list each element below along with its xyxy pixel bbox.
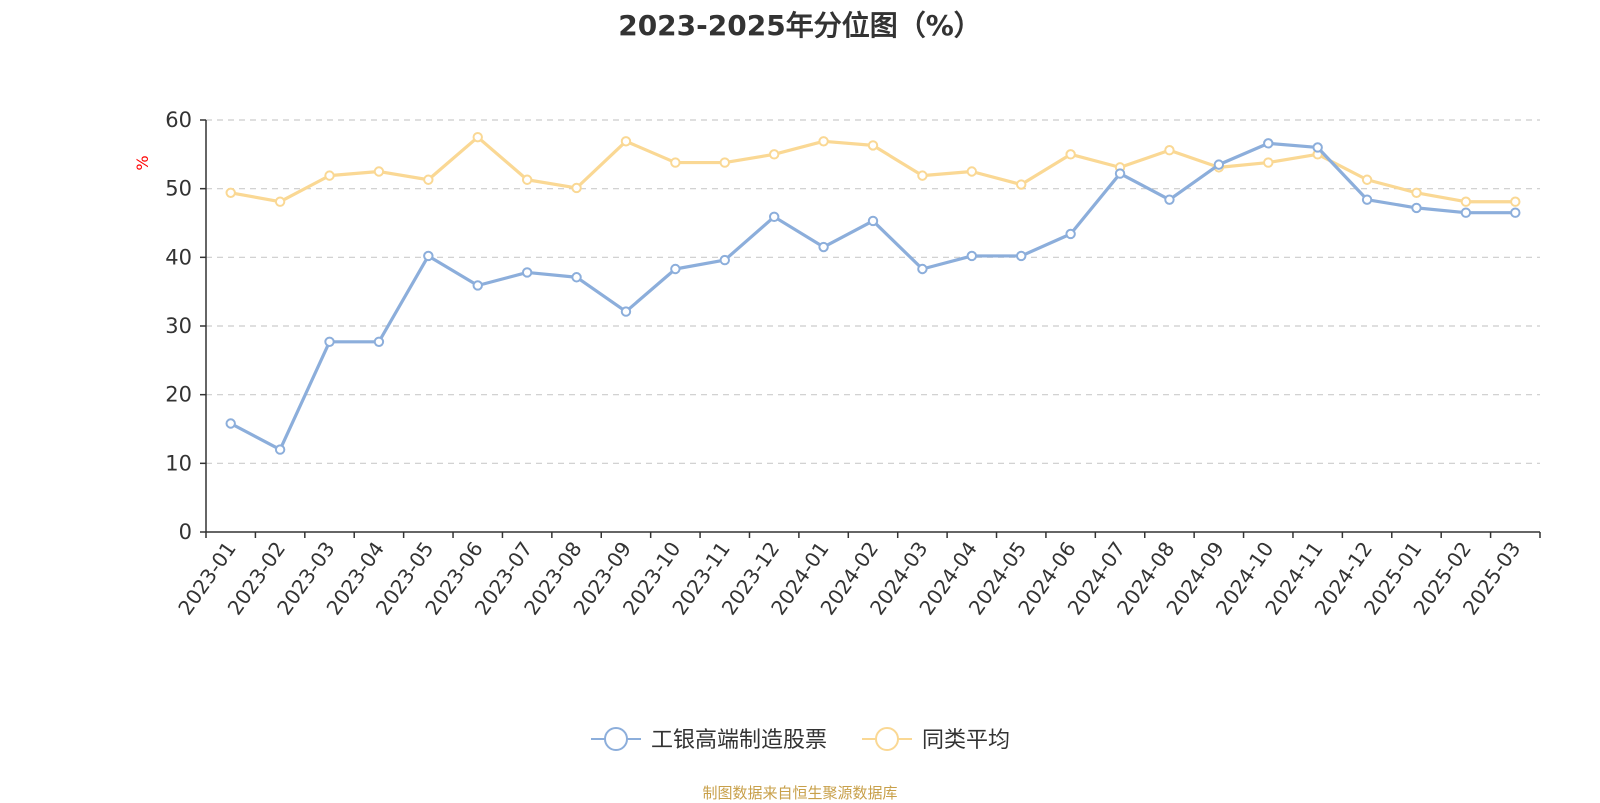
data-point: [1510, 196, 1521, 207]
y-tick-labels: 0 10 20 30 40 50 60: [165, 108, 192, 544]
data-point: [1164, 194, 1175, 205]
data-point: [1510, 207, 1521, 218]
data-point: [1016, 179, 1027, 190]
data-point: [966, 166, 978, 177]
data-point: [373, 166, 385, 177]
data-point: [1361, 194, 1373, 205]
chart-title: 2023-2025年分位图（%）: [618, 9, 982, 42]
legend-label: 工银高端制造股票: [651, 728, 827, 753]
data-point: [1263, 157, 1274, 168]
data-point: [1016, 250, 1027, 262]
data-point: [571, 272, 582, 283]
data-point: [1361, 174, 1373, 185]
legend-label: 同类平均: [922, 728, 1010, 753]
series-1: [225, 131, 1521, 207]
data-point: [966, 250, 978, 262]
series-0: [225, 138, 1521, 455]
y-tick-label: 40: [165, 245, 192, 269]
data-point: [818, 136, 829, 147]
data-point: [472, 131, 483, 143]
x-tick-labels: 2023-012023-022023-032023-042023-052023-…: [173, 537, 1525, 619]
data-point: [719, 254, 730, 266]
y-tick-label: 20: [165, 383, 192, 407]
data-point: [1411, 202, 1422, 214]
data-point: [1312, 142, 1323, 153]
data-point: [324, 170, 335, 181]
y-tick-label: 50: [165, 177, 192, 201]
legend-circle-icon: [604, 727, 628, 751]
y-tick-label: 60: [165, 108, 192, 132]
data-point: [373, 336, 385, 347]
series-lines: [225, 131, 1521, 455]
data-point: [818, 241, 829, 253]
data-point: [472, 280, 483, 291]
data-point: [1411, 187, 1422, 198]
y-tick-label: 0: [179, 520, 192, 544]
data-point: [423, 174, 434, 185]
data-point: [1213, 159, 1225, 170]
legend-item-1[interactable]: 同类平均: [862, 727, 1010, 753]
legend[interactable]: 工银高端制造股票 同类平均: [591, 727, 1010, 753]
data-point: [867, 140, 879, 151]
data-point: [1460, 196, 1472, 207]
data-point: [571, 182, 582, 194]
data-point: [521, 174, 533, 185]
data-point: [1164, 145, 1175, 156]
data-point: [1263, 138, 1274, 149]
data-point: [670, 157, 681, 168]
data-point: [1065, 149, 1076, 160]
data-point: [1114, 168, 1126, 179]
data-point: [1460, 207, 1472, 218]
legend-circle-icon: [875, 727, 899, 751]
axes: [200, 119, 1541, 538]
data-point: [670, 263, 681, 275]
data-point: [225, 418, 236, 429]
data-point: [274, 196, 286, 207]
data-point: [423, 250, 434, 262]
data-point: [768, 211, 780, 223]
y-tick-label: 30: [165, 314, 192, 338]
y-tick-label: 10: [165, 451, 192, 475]
series-line: [229, 141, 1516, 452]
data-point: [620, 136, 632, 147]
data-point: [719, 157, 730, 168]
y-axis-unit-label: %: [133, 155, 152, 170]
data-point: [225, 187, 236, 198]
legend-item-0[interactable]: 工银高端制造股票: [591, 727, 827, 753]
data-point: [768, 149, 780, 160]
data-point: [917, 170, 928, 181]
source-note: 制图数据来自恒生聚源数据库: [702, 784, 898, 802]
data-point: [917, 263, 928, 275]
data-point: [274, 444, 286, 455]
data-point: [620, 306, 632, 317]
data-point: [1065, 228, 1076, 240]
data-point: [867, 215, 879, 227]
data-point: [521, 267, 533, 278]
data-point: [324, 336, 335, 347]
